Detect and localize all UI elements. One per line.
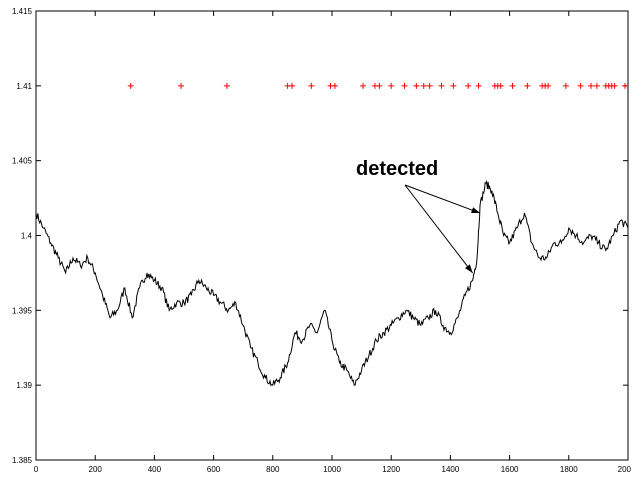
detection-marker [611,82,618,89]
detection-marker [497,82,504,89]
x-tick-label: 200 [618,465,632,474]
detection-marker [450,82,457,89]
detection-marker [475,82,482,89]
x-tick-label: 1600 [501,465,519,474]
detection-marker [289,82,296,89]
y-tick-label: 1.41 [16,82,32,91]
price-series-line [35,179,629,387]
detection-marker [562,82,569,89]
x-tick-label: 600 [207,465,221,474]
detected-annotation: detected [356,158,481,274]
detection-marker [524,82,531,89]
annotation-arrowhead [465,264,473,273]
detection-marker [577,82,584,89]
y-axis: 1.385 1.39 1.395 1.4 1.405 1.41 1.415 [12,7,628,465]
detection-marker [308,82,315,89]
y-tick-label: 1.385 [12,456,33,465]
detection-markers [127,82,629,89]
y-tick-label: 1.395 [12,306,33,315]
detection-marker [545,82,552,89]
detection-marker [388,82,395,89]
detection-marker [420,82,427,89]
detection-marker [178,82,185,89]
detected-annotation-label: detected [356,158,438,180]
y-tick-label: 1.4 [21,232,33,241]
annotation-arrow [404,184,473,274]
x-tick-label: 1800 [560,465,578,474]
y-tick-label: 1.415 [12,7,33,16]
detection-marker [360,82,367,89]
x-tick-label: 1400 [442,465,460,474]
detection-marker [509,82,516,89]
detection-marker [622,82,629,89]
detection-marker [438,82,445,89]
annotation-arrowhead [471,207,480,214]
detection-marker [426,82,433,89]
x-tick-label: 200 [89,465,103,474]
x-tick-label: 1200 [382,465,400,474]
detection-marker [588,82,594,89]
plot-frame [35,10,629,461]
detection-marker [401,82,408,89]
detection-marker [127,82,134,89]
detection-marker [593,82,600,89]
detection-marker [413,82,420,89]
detection-marker [465,82,472,89]
x-tick-label: 800 [266,465,280,474]
x-tick-label: 400 [148,465,162,474]
detection-marker [331,82,338,89]
y-tick-label: 1.405 [12,157,33,166]
x-tick-label: 0 [34,465,39,474]
x-tick-label: 1000 [323,465,341,474]
annotation-arrow [404,184,481,214]
detection-marker [223,82,230,89]
detection-marker [376,82,383,89]
y-tick-label: 1.39 [16,381,32,390]
x-axis: 0 200 400 600 800 1000 1200 1400 1600 1800 200 [34,11,632,474]
